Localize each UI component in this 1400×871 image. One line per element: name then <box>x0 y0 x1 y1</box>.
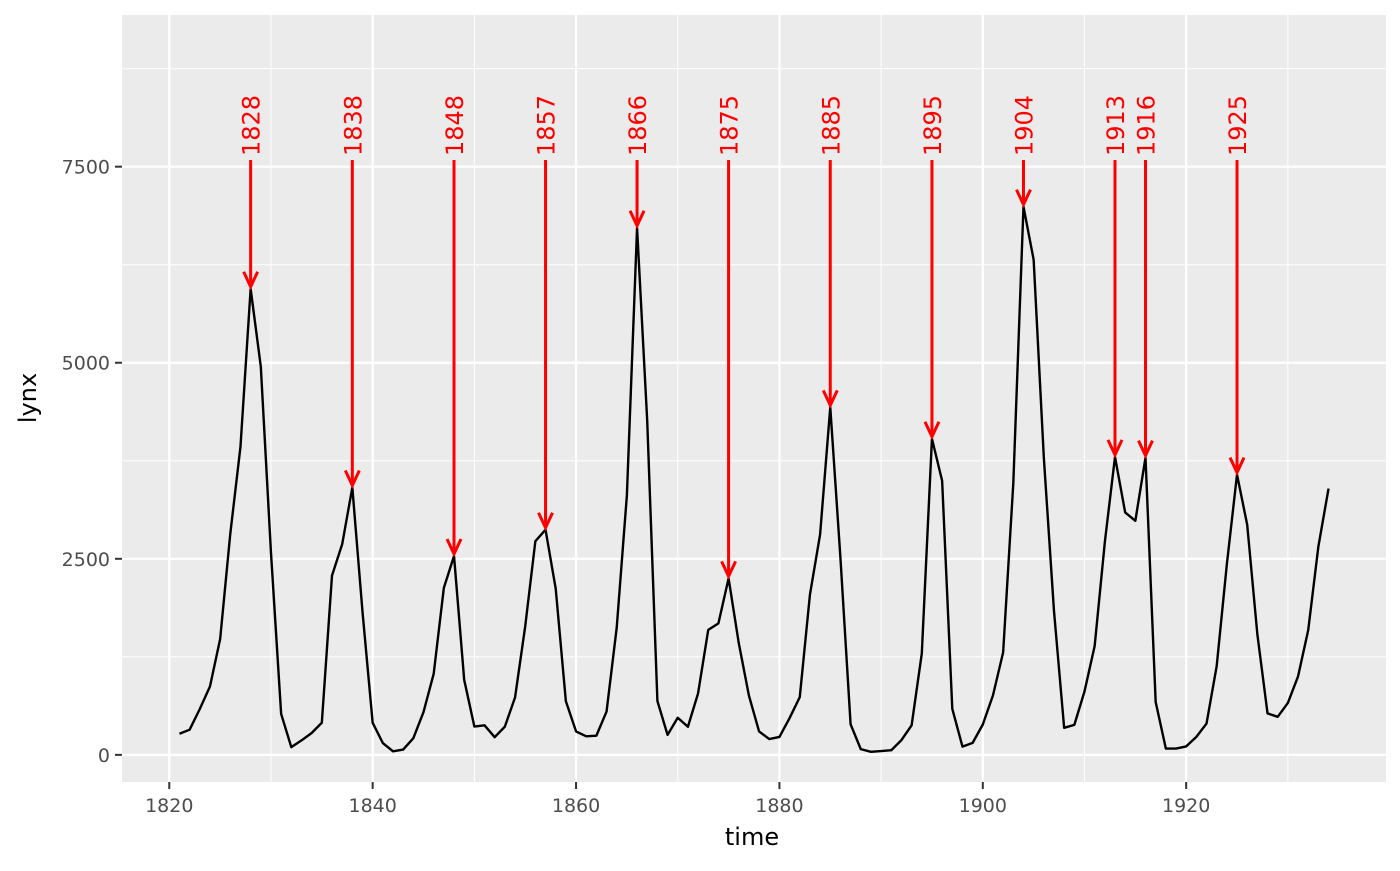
annotation-label: 1848 <box>441 95 469 156</box>
plot-panel <box>122 15 1386 782</box>
y-axis-title: lynx <box>14 373 42 423</box>
annotation-label: 1875 <box>716 95 744 156</box>
y-tick-label: 0 <box>98 745 110 767</box>
annotation-layer: 1828 1838 1848 1857 1866 1875 1885 1895 1904 1913… <box>238 95 1252 580</box>
annotation-label: 1895 <box>919 95 947 156</box>
panel-background <box>122 15 1386 782</box>
annotation-arrow-head <box>1228 456 1246 477</box>
y-tick-label: 5000 <box>62 353 110 375</box>
x-tick-label: 1840 <box>348 795 396 817</box>
annotation-arrow-head <box>821 389 839 409</box>
annotation-arrow-head <box>923 421 941 441</box>
annotation-label: 1838 <box>339 95 367 156</box>
annotation-arrow-head <box>537 512 554 532</box>
x-tick-label: 1880 <box>755 795 803 817</box>
grid-lines <box>122 15 1386 782</box>
x-tick-label: 1860 <box>552 795 600 817</box>
annotation-arrow-head <box>720 560 737 580</box>
annotation-label: 1925 <box>1224 95 1252 156</box>
annotation-arrow-head <box>445 538 463 558</box>
annotation-label: 1885 <box>817 95 845 156</box>
annotation-arrow-head <box>242 271 259 291</box>
series-layer <box>179 205 1330 753</box>
annotation-label: 1857 <box>533 95 561 156</box>
x-axis-title: time <box>725 823 779 851</box>
annotation-label: 1828 <box>238 95 266 156</box>
y-tick-label: 7500 <box>62 157 110 179</box>
annotation-arrow-head <box>628 210 646 230</box>
series-line <box>179 205 1330 753</box>
annotation-label: 1866 <box>624 95 652 156</box>
annotation-arrow-head <box>343 469 361 490</box>
annotation-label: 1904 <box>1010 95 1038 156</box>
x-tick-label: 1820 <box>145 795 193 817</box>
annotation-arrow-head <box>1015 188 1032 209</box>
axes: 1820 1840 1860 1880 1900 1920 0 2500 5000 7500 <box>62 157 1211 817</box>
x-tick-label: 1900 <box>959 795 1007 817</box>
annotation-arrow-head <box>1137 439 1154 460</box>
y-tick-label: 2500 <box>62 549 110 571</box>
annotation-label: 1913 <box>1102 95 1130 156</box>
x-tick-label: 1920 <box>1162 795 1210 817</box>
annotation-label: 1916 <box>1133 95 1161 156</box>
annotation-arrow-head <box>1106 439 1124 459</box>
